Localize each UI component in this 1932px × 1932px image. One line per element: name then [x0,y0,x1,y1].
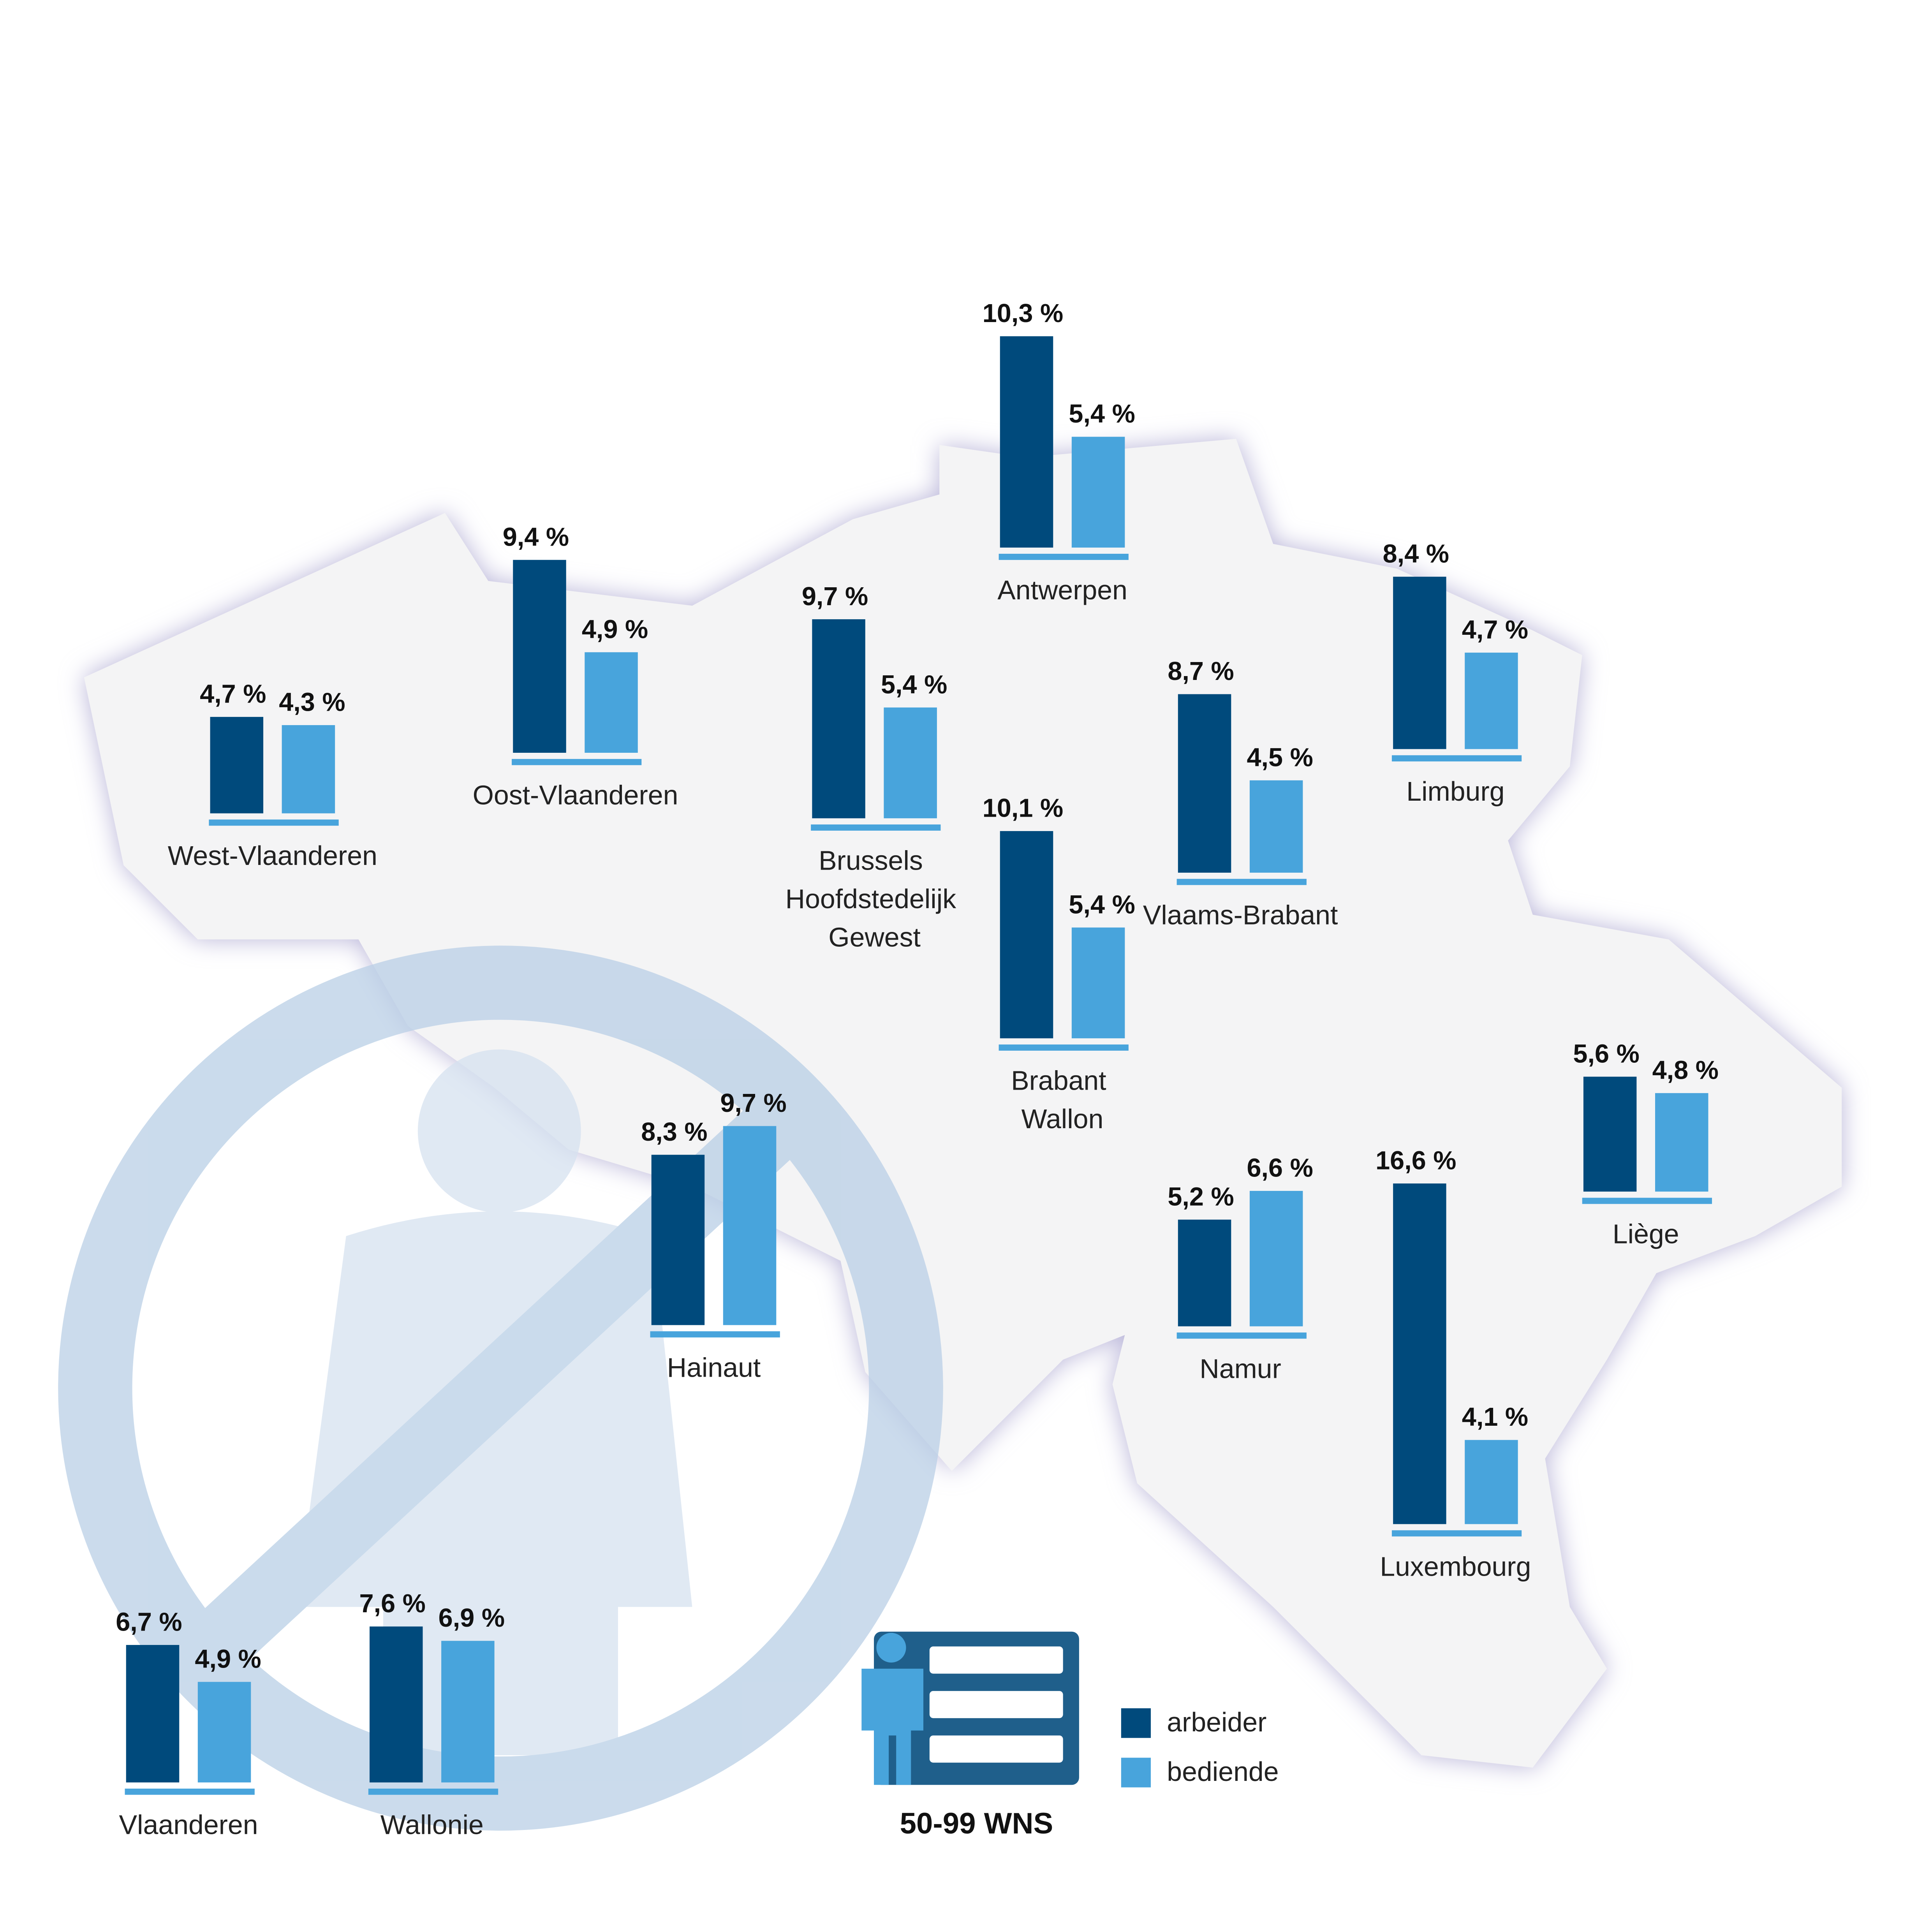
bar [1249,780,1303,873]
value-label: 5,2 % [1168,1182,1234,1211]
region-chart: 10,3 % 5,4 % Antwerpen [983,299,1135,605]
value-label: 4,9 % [582,615,648,644]
bar [1393,576,1446,749]
category-label: West-Vlaanderen [168,840,377,871]
region-chart: 5,2 % 6,6 % Namur [1168,1154,1313,1384]
baseline [209,819,339,826]
bar [126,1645,180,1782]
legend-title: 50-99 WNS [900,1807,1053,1840]
baseline [512,759,642,765]
legend: 50-99 WNS arbeider bediende [861,1631,1279,1840]
value-label: 8,3 % [641,1118,707,1147]
bar [1465,652,1518,749]
region-chart: 8,7 % 4,5 % Vlaams-Brabant [1143,657,1338,930]
value-label: 6,6 % [1247,1154,1313,1183]
bar [1178,1219,1231,1326]
baseline [1582,1198,1712,1204]
bar [1000,336,1053,548]
bar [1465,1440,1518,1524]
bar [884,707,937,819]
bar [197,1682,251,1782]
region-chart: 16,6 % 4,1 % Luxembourg [1375,1147,1531,1582]
region-chart: 8,4 % 4,7 % Limburg [1383,540,1529,807]
bar [1583,1076,1637,1192]
region-chart: 9,4 % 4,9 % Oost-Vlaanderen [473,523,678,810]
category-label: Vlaams-Brabant [1143,900,1338,930]
value-label: 4,5 % [1247,743,1313,772]
value-label: 5,4 % [1069,890,1135,919]
category-label: Vlaanderen [119,1810,258,1840]
category-label: Wallonie [380,1810,484,1840]
bar [1000,831,1053,1039]
category-label: Liège [1613,1219,1679,1249]
value-label: 5,6 % [1573,1039,1639,1068]
legend-label: bediende [1167,1756,1279,1787]
baseline [650,1331,780,1338]
value-label: 4,8 % [1652,1056,1719,1085]
legend-label: arbeider [1167,1707,1266,1737]
bar [1655,1093,1708,1192]
bar [513,560,566,753]
category-label: Namur [1199,1353,1281,1384]
value-label: 9,7 % [802,582,868,611]
bar [1178,694,1231,873]
baseline [368,1788,498,1795]
value-label: 8,7 % [1168,657,1234,686]
value-label: 4,9 % [195,1645,261,1673]
bar [282,725,335,814]
value-label: 8,4 % [1383,540,1449,569]
value-label: 6,9 % [439,1604,505,1633]
bar [812,619,865,819]
bar [1071,927,1125,1039]
bar [1393,1183,1446,1524]
region-chart: 8,3 % 9,7 % Hainaut [641,1089,787,1383]
value-label: 4,7 % [1462,615,1528,644]
value-label: 4,1 % [1462,1403,1528,1432]
category-label: Limburg [1406,776,1504,807]
category-label: Brussels Hoofdstedelijk Gewest [785,845,964,953]
region-chart: 7,6 % 6,9 % Wallonie [359,1589,505,1840]
baseline [125,1788,255,1795]
region-chart: 9,7 % 5,4 % Brussels Hoofdstedelijk Gewest [785,582,964,953]
baseline [811,824,941,831]
value-label: 7,6 % [359,1589,426,1618]
value-label: 4,3 % [279,688,345,717]
bar [723,1126,777,1325]
region-chart: 4,7 % 4,3 % West-Vlaanderen [168,680,377,871]
baseline [1176,879,1307,885]
legend-swatch [1121,1708,1151,1738]
baseline [999,1044,1129,1051]
bar [210,717,264,814]
bar [585,652,638,753]
value-label: 5,4 % [1069,400,1135,428]
bar [1071,437,1125,548]
value-label: 9,7 % [720,1089,786,1118]
region-chart: 5,6 % 4,8 % Liège [1573,1039,1719,1249]
baseline [1176,1332,1307,1339]
baseline [1391,755,1522,762]
baseline [1391,1530,1522,1537]
bar [370,1626,423,1782]
category-label: Luxembourg [1380,1551,1531,1582]
value-label: 10,3 % [983,299,1063,328]
category-label: Antwerpen [997,575,1127,605]
region-chart: 6,7 % 4,9 % Vlaanderen [116,1608,261,1840]
value-label: 16,6 % [1375,1147,1456,1175]
value-label: 4,7 % [200,680,266,709]
category-label: Oost-Vlaanderen [473,780,678,810]
value-label: 10,1 % [983,794,1063,823]
value-label: 9,4 % [503,523,569,551]
prohibition-icon [58,946,943,1831]
region-chart: 10,1 % 5,4 % Brabant Wallon [983,794,1135,1134]
bar [441,1641,495,1782]
category-label: Brabant Wallon [1011,1066,1114,1134]
baseline [999,553,1129,560]
category-label: Hainaut [667,1352,761,1383]
bar [651,1155,705,1325]
value-label: 6,7 % [116,1608,182,1637]
legend-swatch [1121,1758,1151,1788]
bar [1249,1191,1303,1326]
value-label: 5,4 % [881,670,947,699]
